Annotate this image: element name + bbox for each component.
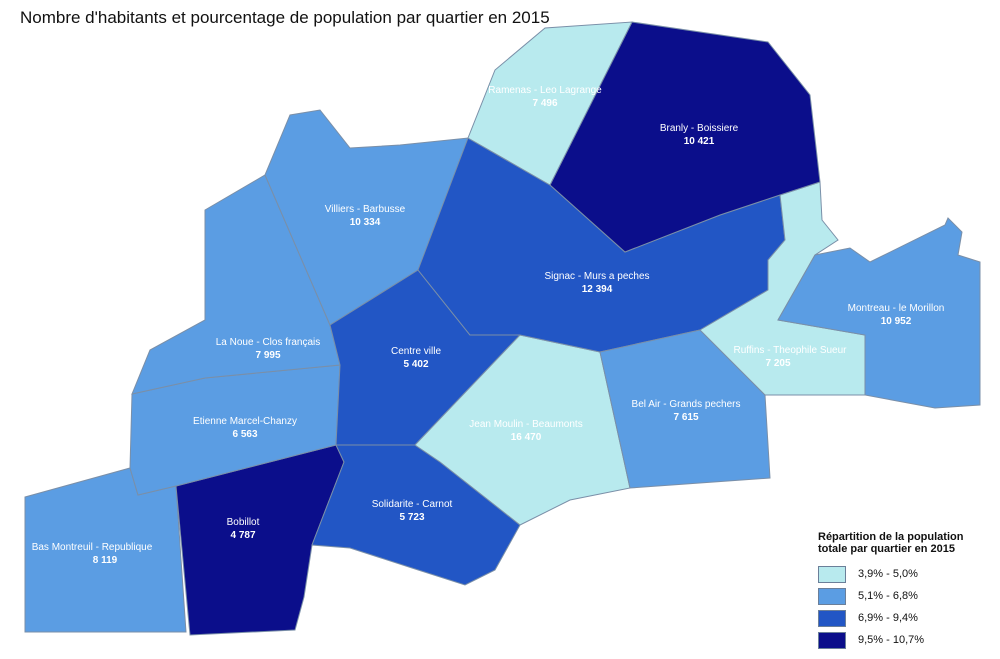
- label-pop-villiers: 10 334: [350, 217, 381, 228]
- legend-label: 5,1% - 6,8%: [858, 590, 918, 602]
- legend-swatch: [818, 631, 846, 649]
- label-name-bas-montreuil: Bas Montreuil - Republique: [32, 542, 153, 553]
- label-name-signac: Signac - Murs a peches: [544, 271, 649, 282]
- legend: Répartition de la population totale par …: [818, 531, 993, 651]
- label-name-ramenas: Ramenas - Leo Lagrange: [488, 85, 602, 96]
- label-name-branly: Branly - Boissiere: [660, 123, 739, 134]
- label-pop-la-noue: 7 995: [255, 350, 280, 361]
- label-name-montreau: Montreau - le Morillon: [848, 303, 945, 314]
- label-pop-montreau: 10 952: [881, 316, 912, 327]
- label-name-la-noue: La Noue - Clos français: [216, 337, 321, 348]
- label-pop-centre-ville: 5 402: [403, 359, 428, 370]
- label-name-bobillot: Bobillot: [227, 517, 260, 528]
- district-ramenas[interactable]: [467, 21, 633, 186]
- legend-label: 9,5% - 10,7%: [858, 634, 925, 646]
- label-pop-branly: 10 421: [684, 136, 715, 147]
- label-name-ruffins: Ruffins - Theophile Sueur: [733, 345, 847, 356]
- legend-swatch: [818, 609, 846, 627]
- legend-label: 6,9% - 9,4%: [858, 612, 918, 624]
- label-name-etienne-marcel: Etienne Marcel-Chanzy: [193, 416, 297, 427]
- label-pop-jean-moulin: 16 470: [511, 432, 542, 443]
- legend-swatch: [818, 587, 846, 605]
- legend-item: 5,1% - 6,8%: [818, 585, 993, 607]
- district-shapes: [24, 21, 981, 636]
- legend-title-line1: Répartition de la population: [818, 531, 964, 543]
- legend-item: 6,9% - 9,4%: [818, 607, 993, 629]
- label-name-jean-moulin: Jean Moulin - Beaumonts: [469, 419, 582, 430]
- label-pop-bas-montreuil: 8 119: [93, 555, 118, 566]
- legend-swatch: [818, 565, 846, 583]
- label-pop-bel-air: 7 615: [673, 412, 698, 423]
- label-name-solidarite: Solidarite - Carnot: [372, 499, 453, 510]
- label-name-bel-air: Bel Air - Grands pechers: [632, 399, 741, 410]
- label-pop-ramenas: 7 496: [532, 98, 557, 109]
- legend-title-line2: totale par quartier en 2015: [818, 543, 955, 555]
- map-title: Nombre d'habitants et pourcentage de pop…: [20, 8, 550, 27]
- legend-label: 3,9% - 5,0%: [858, 568, 918, 580]
- label-pop-bobillot: 4 787: [230, 530, 255, 541]
- legend-title: Répartition de la population totale par …: [818, 531, 993, 555]
- label-pop-etienne-marcel: 6 563: [232, 429, 257, 440]
- district-montreau[interactable]: [777, 217, 981, 409]
- label-name-centre-ville: Centre ville: [391, 346, 441, 357]
- label-pop-signac: 12 394: [582, 284, 613, 295]
- label-name-villiers: Villiers - Barbusse: [325, 204, 406, 215]
- district-bel-air[interactable]: [599, 329, 771, 489]
- legend-item: 3,9% - 5,0%: [818, 563, 993, 585]
- label-pop-ruffins: 7 205: [765, 358, 790, 369]
- label-pop-solidarite: 5 723: [399, 512, 424, 523]
- legend-item: 9,5% - 10,7%: [818, 629, 993, 651]
- district-branly[interactable]: [549, 21, 821, 253]
- district-labels: Bas Montreuil - Republique 8 119 Bobillo…: [32, 85, 945, 566]
